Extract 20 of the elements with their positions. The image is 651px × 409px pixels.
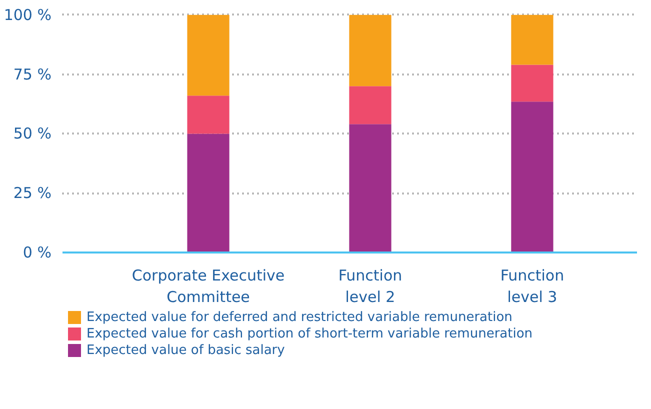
y-tick-label: 100 % [4,6,52,24]
bar [349,86,392,124]
y-tick-label: 0 % [22,244,52,262]
y-tick-label: 50 % [13,124,52,143]
bar [349,14,392,86]
bar [187,134,230,252]
bar [511,102,554,252]
x-tick-label: Corporate Executive Committee [132,266,285,306]
y-tick-label: 75 % [13,65,52,84]
legend-label: Expected value of basic salary [86,343,286,358]
y-tick-label: 25 % [13,184,52,202]
bar [187,14,230,96]
bar [511,14,554,65]
bar [187,96,230,134]
x-tick-label: Function level 3 [500,266,564,306]
bar [511,64,554,102]
bar [349,124,392,252]
legend-label: Expected value for deferred and restricted variable remuneration [86,310,512,325]
x-tick-label: Function level 2 [338,266,402,306]
legend-label: Expected value for cash portion of short-term variable remuneration [86,326,533,342]
